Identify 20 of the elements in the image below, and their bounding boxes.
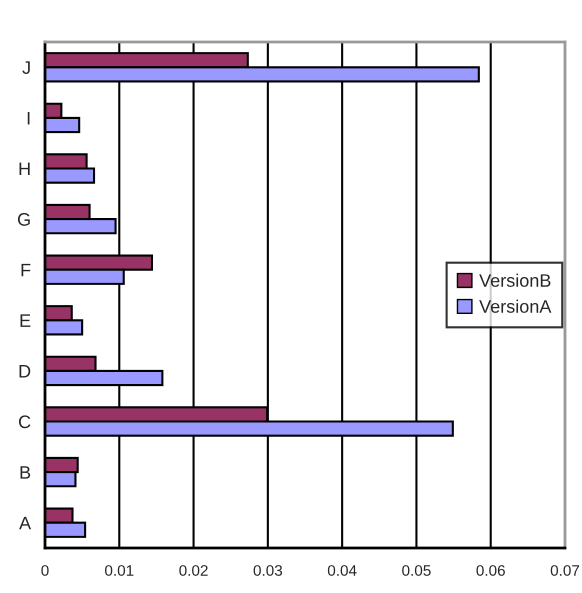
y-tick-label: I xyxy=(28,112,30,124)
x-tick-label: 0.05 xyxy=(402,565,431,576)
y-tick-label: G xyxy=(18,213,30,226)
y-tick-label: B xyxy=(20,466,30,479)
x-tick-label: 0.01 xyxy=(105,565,134,576)
y-tick-label: C xyxy=(18,415,30,428)
y-tick-label: H xyxy=(20,162,30,176)
y-tick-label: D xyxy=(20,365,30,378)
y-tick-label: A xyxy=(19,516,32,530)
y-tick-label: F xyxy=(22,264,30,276)
y-tick-label: E xyxy=(20,314,30,327)
x-tick-label: 0.03 xyxy=(254,565,282,576)
x-tick-label: 0.04 xyxy=(328,565,357,576)
x-tick-label: 0.06 xyxy=(476,565,505,576)
legend-label: VersionB xyxy=(479,274,550,287)
y-tick-label: J xyxy=(22,61,30,74)
x-tick-label: 0.07 xyxy=(550,565,580,576)
x-tick-label: 0.02 xyxy=(179,565,208,576)
legend-label: VersionA xyxy=(479,300,552,313)
x-tick-label: 0 xyxy=(41,565,49,576)
